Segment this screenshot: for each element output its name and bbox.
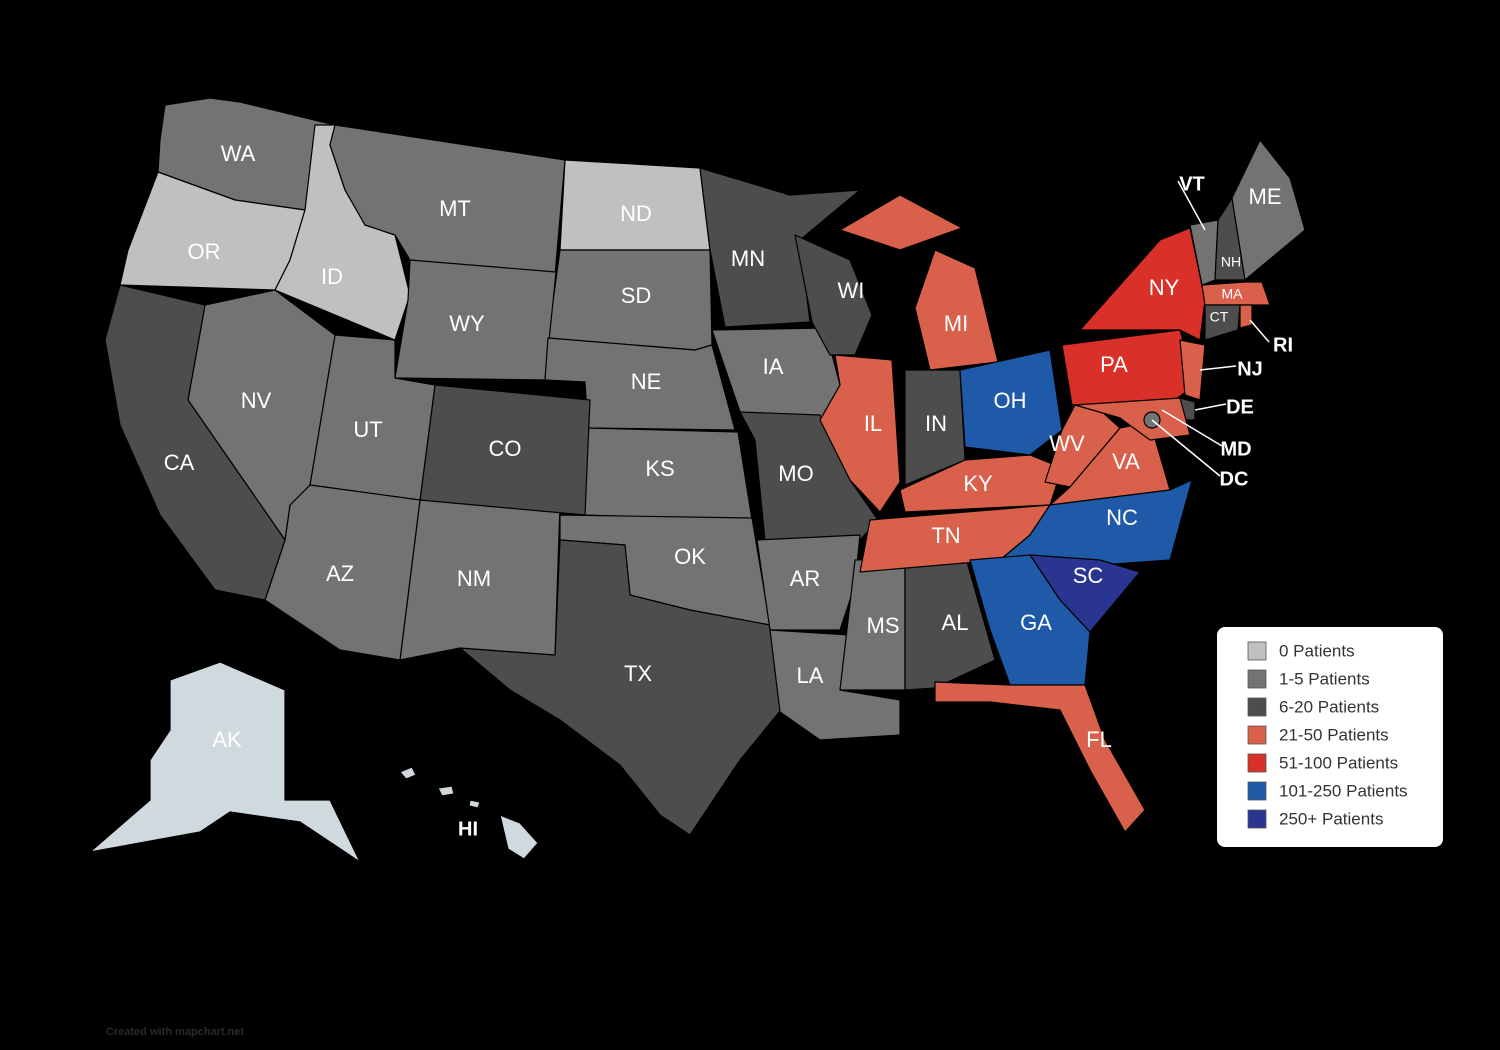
state bbox=[794, 234, 873, 356]
state-label: NJ bbox=[1237, 358, 1263, 380]
state-label: SD bbox=[621, 283, 652, 308]
state-label: AR bbox=[790, 566, 821, 591]
legend-swatch bbox=[1247, 753, 1267, 773]
legend-swatch bbox=[1247, 641, 1267, 661]
leader-line bbox=[1249, 319, 1270, 343]
state-label: GA bbox=[1020, 610, 1052, 635]
state-label: MA bbox=[1222, 286, 1244, 302]
state-labels: WA OR ID MT ND SD WY NE KS OK TX NM CO UT AZ NV CA MN IA MO… bbox=[164, 141, 1293, 840]
state bbox=[1239, 304, 1253, 329]
state-label: TN bbox=[931, 523, 960, 548]
state-label: FL bbox=[1086, 727, 1112, 752]
state-label: IA bbox=[763, 354, 784, 379]
legend-label: 0 Patients bbox=[1279, 641, 1355, 660]
state bbox=[544, 337, 736, 431]
legend: 0 Patients 1-5 Patients 6-20 Patients 21-50… bbox=[1247, 641, 1408, 829]
legend-swatch bbox=[1247, 781, 1267, 801]
state bbox=[839, 194, 999, 371]
state-label: NH bbox=[1221, 254, 1241, 270]
state bbox=[1179, 339, 1206, 401]
state-label: CO bbox=[489, 436, 522, 461]
state-label: KS bbox=[645, 456, 674, 481]
state-label: WY bbox=[449, 311, 485, 336]
state-label: TX bbox=[624, 661, 652, 686]
state bbox=[819, 354, 901, 513]
state-label: VT bbox=[1179, 173, 1205, 195]
legend-swatch bbox=[1247, 809, 1267, 829]
state-label: NM bbox=[457, 566, 491, 591]
state-label: RI bbox=[1273, 334, 1293, 356]
state-label: ME bbox=[1249, 184, 1282, 209]
state-label: AL bbox=[942, 610, 969, 635]
state-label: AZ bbox=[326, 561, 354, 586]
state-label: MS bbox=[867, 613, 900, 638]
state bbox=[89, 661, 361, 863]
state-label: OK bbox=[674, 544, 706, 569]
state-label: MN bbox=[731, 246, 765, 271]
legend-swatch bbox=[1247, 697, 1267, 717]
state-label: ID bbox=[321, 264, 343, 289]
legend-label: 6-20 Patients bbox=[1279, 697, 1379, 716]
state-label: WI bbox=[838, 278, 865, 303]
state-label: IN bbox=[925, 411, 947, 436]
states bbox=[89, 97, 1306, 863]
state bbox=[1204, 304, 1241, 341]
state-label: SC bbox=[1073, 563, 1104, 588]
state bbox=[104, 284, 286, 601]
state bbox=[459, 539, 786, 836]
state-label: KY bbox=[963, 471, 993, 496]
state-label: AK bbox=[212, 727, 242, 752]
state-label: WV bbox=[1049, 431, 1085, 456]
state bbox=[969, 554, 1091, 686]
legend-label: 21-50 Patients bbox=[1279, 725, 1389, 744]
legend-label: 1-5 Patients bbox=[1279, 669, 1370, 688]
state-label: NC bbox=[1106, 505, 1138, 530]
state-label: UT bbox=[353, 417, 382, 442]
state-label: CT bbox=[1210, 309, 1229, 325]
state bbox=[394, 259, 557, 381]
state-label: CA bbox=[164, 450, 195, 475]
state-label: OR bbox=[188, 239, 221, 264]
state-label: LA bbox=[797, 663, 824, 688]
state bbox=[959, 349, 1063, 456]
state-label: IL bbox=[864, 411, 882, 436]
state-label: NY bbox=[1149, 275, 1180, 300]
state bbox=[756, 534, 861, 631]
state-label: MD bbox=[1220, 438, 1251, 460]
state-label: ND bbox=[620, 201, 652, 226]
state bbox=[1231, 139, 1306, 281]
state bbox=[934, 681, 1146, 833]
legend-label: 250+ Patients bbox=[1279, 809, 1383, 828]
state-label: MI bbox=[944, 311, 968, 336]
leader-line bbox=[1194, 403, 1227, 411]
state-label: OH bbox=[994, 388, 1027, 413]
state-label: DC bbox=[1220, 468, 1249, 490]
credit: Created with mapchart.net bbox=[106, 1026, 244, 1038]
state-label: PA bbox=[1100, 352, 1128, 377]
leader-line bbox=[1199, 365, 1237, 371]
state-label: HI bbox=[458, 818, 478, 840]
state bbox=[1074, 397, 1191, 441]
leader-line bbox=[1177, 180, 1206, 231]
legend-box bbox=[1217, 627, 1443, 847]
state-label: NV bbox=[241, 388, 272, 413]
leader-line bbox=[1161, 409, 1223, 447]
state bbox=[1201, 281, 1271, 306]
state-label: VA bbox=[1112, 449, 1140, 474]
leader-line bbox=[1151, 419, 1221, 477]
legend-label: 51-100 Patients bbox=[1279, 753, 1398, 772]
state bbox=[399, 766, 539, 860]
state-label: NE bbox=[631, 369, 662, 394]
state bbox=[329, 124, 566, 276]
state-label: WA bbox=[221, 141, 256, 166]
legend-label: 101-250 Patients bbox=[1279, 781, 1408, 800]
state-label: MO bbox=[778, 461, 813, 486]
state-label: DE bbox=[1226, 396, 1254, 418]
legend-swatch bbox=[1247, 669, 1267, 689]
legend-swatch bbox=[1247, 725, 1267, 745]
state-label: MT bbox=[439, 196, 471, 221]
